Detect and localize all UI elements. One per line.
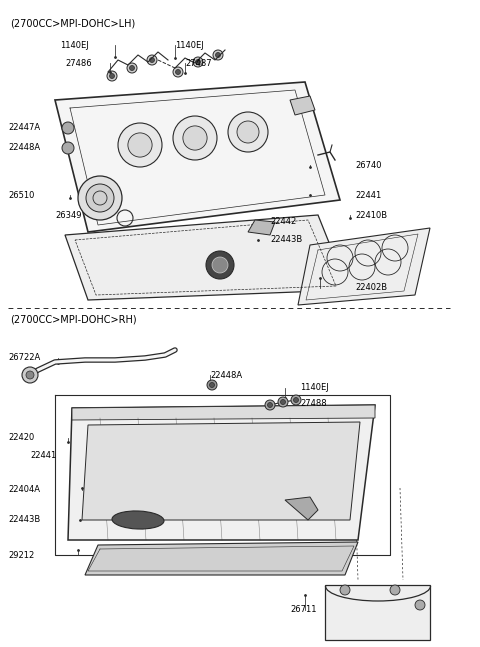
Text: (2700CC>MPI-DOHC>RH): (2700CC>MPI-DOHC>RH) xyxy=(10,315,137,325)
Circle shape xyxy=(415,600,425,610)
Text: 22420: 22420 xyxy=(8,433,34,443)
Polygon shape xyxy=(298,228,430,305)
Circle shape xyxy=(265,400,275,410)
Text: 22404A: 22404A xyxy=(8,485,40,494)
Text: 22410B: 22410B xyxy=(355,210,387,219)
Circle shape xyxy=(207,380,217,390)
Circle shape xyxy=(109,74,115,78)
Text: 22441: 22441 xyxy=(30,452,56,461)
Text: 22447A: 22447A xyxy=(8,124,40,133)
Circle shape xyxy=(390,585,400,595)
Polygon shape xyxy=(72,405,375,420)
Text: 27488: 27488 xyxy=(300,399,326,408)
Text: 22442: 22442 xyxy=(270,217,296,226)
Circle shape xyxy=(216,52,220,58)
Text: 1140EJ: 1140EJ xyxy=(300,384,329,393)
Circle shape xyxy=(78,176,122,220)
Circle shape xyxy=(280,399,286,404)
Text: 22443B: 22443B xyxy=(8,516,40,525)
Circle shape xyxy=(147,55,157,65)
Text: 29212: 29212 xyxy=(8,551,34,560)
Polygon shape xyxy=(290,96,315,115)
Circle shape xyxy=(62,122,74,134)
Polygon shape xyxy=(55,82,340,232)
Circle shape xyxy=(127,63,137,73)
Polygon shape xyxy=(248,220,275,235)
Circle shape xyxy=(176,69,180,74)
Circle shape xyxy=(237,121,259,143)
Circle shape xyxy=(228,112,268,152)
Circle shape xyxy=(62,142,74,154)
Text: 22402B: 22402B xyxy=(355,283,387,292)
Text: 27486: 27486 xyxy=(65,58,92,67)
Circle shape xyxy=(107,71,117,81)
Text: 22441: 22441 xyxy=(355,190,381,199)
Polygon shape xyxy=(82,422,360,520)
Circle shape xyxy=(340,585,350,595)
Polygon shape xyxy=(285,497,318,520)
Ellipse shape xyxy=(112,511,164,529)
Circle shape xyxy=(118,123,162,167)
Circle shape xyxy=(195,60,201,65)
Circle shape xyxy=(209,382,215,388)
Circle shape xyxy=(183,126,207,150)
Circle shape xyxy=(267,402,273,408)
Circle shape xyxy=(173,67,183,77)
Polygon shape xyxy=(325,585,430,640)
Circle shape xyxy=(212,257,228,273)
Circle shape xyxy=(26,371,34,379)
Circle shape xyxy=(213,50,223,60)
Text: 26349: 26349 xyxy=(55,210,82,219)
Text: 22443B: 22443B xyxy=(270,236,302,245)
Circle shape xyxy=(128,133,152,157)
Text: 26711: 26711 xyxy=(290,606,316,615)
Text: 22448A: 22448A xyxy=(210,371,242,380)
Text: 22442: 22442 xyxy=(235,505,261,514)
Polygon shape xyxy=(68,405,375,540)
Circle shape xyxy=(149,58,155,63)
Circle shape xyxy=(278,397,288,407)
Text: 26722A: 26722A xyxy=(8,353,40,362)
Circle shape xyxy=(86,184,114,212)
Circle shape xyxy=(206,251,234,279)
Text: 26740: 26740 xyxy=(355,160,382,170)
Circle shape xyxy=(291,395,301,405)
Polygon shape xyxy=(65,215,348,300)
Polygon shape xyxy=(85,542,358,575)
Circle shape xyxy=(173,116,217,160)
Text: 22448A: 22448A xyxy=(8,144,40,153)
Circle shape xyxy=(293,397,299,402)
Text: 1140EJ: 1140EJ xyxy=(175,41,204,50)
Text: (2700CC>MPI-DOHC>LH): (2700CC>MPI-DOHC>LH) xyxy=(10,18,135,28)
Text: 1140EJ: 1140EJ xyxy=(60,41,89,50)
Circle shape xyxy=(130,65,134,71)
Circle shape xyxy=(193,57,203,67)
Text: 26510: 26510 xyxy=(8,190,35,199)
Circle shape xyxy=(22,367,38,383)
Text: 27487: 27487 xyxy=(185,58,212,67)
